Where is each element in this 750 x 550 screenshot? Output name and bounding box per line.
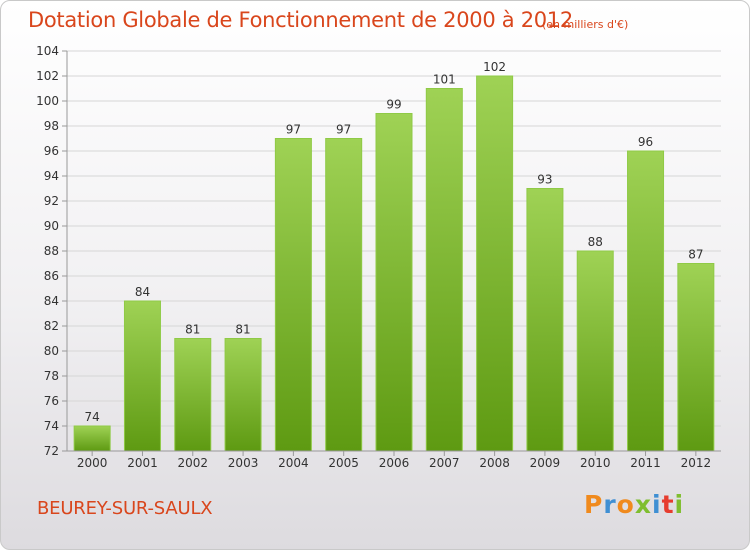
bar-chart: 72 74 76 78 80 82 84 86 88 90 92 94 96 98 100 102 104 74 2… (36, 44, 721, 470)
bar-2008 (476, 75, 514, 452)
y-tick-label: 98 (44, 119, 59, 133)
x-tick-label: 2009 (530, 456, 561, 470)
x-tick-label: 2000 (77, 456, 108, 470)
bar-2003 (224, 338, 262, 452)
bar-2001 (123, 300, 161, 452)
bar-value-label: 84 (135, 285, 150, 299)
chart-title: Dotation Globale de Fonctionnement de 20… (28, 8, 573, 32)
x-tick-label: 2008 (479, 456, 510, 470)
bar-2010 (576, 250, 614, 452)
bar-value-label: 96 (638, 135, 653, 149)
x-tick-label: 2001 (127, 456, 158, 470)
y-tick-label: 90 (44, 219, 59, 233)
y-tick-label: 82 (44, 319, 59, 333)
bar-2011 (627, 150, 665, 452)
bar-value-label: 101 (433, 73, 456, 87)
bar-2004 (274, 138, 312, 452)
y-tick-label: 104 (36, 44, 59, 58)
bar-value-label: 97 (286, 123, 301, 137)
logo-letter: i (674, 490, 685, 519)
bar-value-label: 74 (85, 410, 100, 424)
y-tick-label: 74 (44, 419, 59, 433)
bar-value-label: 97 (336, 123, 351, 137)
y-tick-label: 78 (44, 369, 59, 383)
y-tick-label: 100 (36, 94, 59, 108)
x-tick-label: 2011 (630, 456, 661, 470)
bar-value-label: 102 (483, 60, 506, 74)
x-tick-label: 2003 (228, 456, 259, 470)
bar-2006 (375, 113, 413, 452)
bar-value-label: 88 (588, 235, 603, 249)
x-tick-label: 2002 (177, 456, 208, 470)
y-tick-label: 76 (44, 394, 59, 408)
x-tick-label: 2012 (681, 456, 712, 470)
bar-2000 (73, 425, 111, 452)
bar-2007 (425, 88, 463, 452)
x-tick-label: 2006 (379, 456, 410, 470)
y-tick-label: 102 (36, 69, 59, 83)
y-tick-label: 84 (44, 294, 59, 308)
bar-value-label: 87 (688, 248, 703, 262)
bar-2009 (526, 188, 564, 452)
y-tick-label: 92 (44, 194, 59, 208)
proxiti-logo: Proxiti (584, 490, 684, 524)
x-tick-label: 2007 (429, 456, 460, 470)
bar-value-label: 81 (185, 323, 200, 337)
y-tick-label: 80 (44, 344, 59, 358)
y-tick-label: 96 (44, 144, 59, 158)
bar-value-label: 99 (386, 98, 401, 112)
bar-value-label: 81 (235, 323, 250, 337)
y-tick-label: 94 (44, 169, 59, 183)
x-tick-label: 2010 (580, 456, 611, 470)
commune-name: BEUREY-SUR-SAULX (37, 498, 213, 519)
logo-letter: x (634, 490, 652, 519)
logo-letter: r (603, 490, 617, 519)
logo-letter: o (616, 490, 635, 519)
logo-letter: P (584, 490, 604, 519)
logo-letter: t (661, 490, 675, 519)
logo-letter: i (652, 490, 662, 519)
x-tick-label: 2004 (278, 456, 309, 470)
x-tick-label: 2005 (328, 456, 359, 470)
y-tick-label: 72 (44, 444, 59, 458)
bar-2012 (677, 263, 715, 452)
y-tick-label: 88 (44, 244, 59, 258)
y-tick-label: 86 (44, 269, 59, 283)
chart-unit: (en milliers d'€) (542, 18, 629, 31)
bar-2005 (325, 138, 363, 452)
bar-value-label: 93 (537, 173, 552, 187)
bar-2002 (174, 338, 212, 452)
